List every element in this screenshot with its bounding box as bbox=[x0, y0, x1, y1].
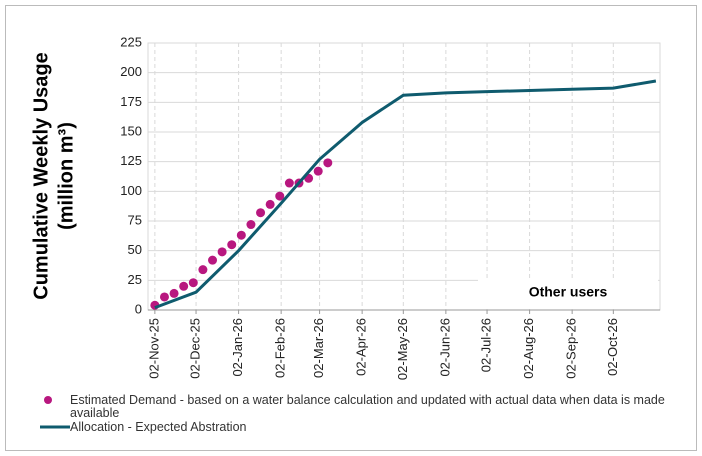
data-point bbox=[275, 191, 285, 201]
chart-border bbox=[5, 5, 697, 451]
data-point bbox=[323, 158, 333, 168]
data-point bbox=[265, 199, 275, 209]
legend-label: Allocation - Expected Abstration bbox=[70, 420, 247, 434]
data-point bbox=[313, 166, 323, 176]
x-tick-label: 02-Jan-26 bbox=[230, 318, 245, 377]
data-point bbox=[208, 255, 218, 265]
data-point bbox=[188, 278, 198, 288]
data-point bbox=[227, 240, 237, 250]
annotation: Other users bbox=[529, 284, 608, 300]
y-tick-label: 125 bbox=[120, 153, 142, 168]
legend-entry: Estimated Demand - based on a water bala… bbox=[40, 394, 690, 420]
data-point bbox=[169, 288, 179, 298]
legend-symbol bbox=[40, 425, 70, 429]
legend-symbol bbox=[44, 396, 52, 404]
data-point bbox=[256, 208, 266, 218]
legend-marker bbox=[44, 396, 52, 404]
annotation-box bbox=[478, 278, 658, 308]
x-tick-label: 02-Oct-26 bbox=[605, 318, 620, 376]
y-tick-label: 25 bbox=[128, 272, 142, 287]
y-axis-label: Cumulative Weekly Usage bbox=[30, 52, 52, 300]
data-line bbox=[154, 79, 657, 310]
y-tick-label: 225 bbox=[120, 34, 142, 49]
data-point bbox=[198, 265, 208, 275]
y-tick-label: 0 bbox=[135, 301, 142, 316]
x-tick-label: 02-Dec-25 bbox=[187, 318, 202, 379]
data-point bbox=[236, 230, 246, 240]
x-tick-label: 02-Sep-26 bbox=[564, 318, 579, 379]
x-tick-label: 02-Jun-26 bbox=[437, 318, 452, 377]
data-point bbox=[284, 178, 294, 188]
legend-entry: Allocation - Expected Abstration bbox=[40, 421, 690, 434]
x-tick-label: 02-Aug-26 bbox=[521, 318, 536, 379]
plot-area bbox=[147, 42, 661, 311]
x-tick-label: 02-Feb-26 bbox=[273, 318, 288, 378]
data-point bbox=[217, 247, 227, 257]
data-point bbox=[179, 281, 189, 291]
x-tick-label: 02-Nov-25 bbox=[146, 318, 161, 379]
y-tick-label: 75 bbox=[128, 212, 142, 227]
data-point bbox=[159, 292, 169, 302]
legend: Estimated Demand - based on a water bala… bbox=[40, 394, 690, 435]
x-tick-label: 02-Apr-26 bbox=[354, 318, 369, 376]
y-tick-label: 100 bbox=[120, 183, 142, 198]
x-tick-label: 02-May-26 bbox=[395, 318, 410, 380]
y-tick-label: 200 bbox=[120, 64, 142, 79]
data-point bbox=[246, 220, 256, 230]
y-tick-label: 150 bbox=[120, 123, 142, 138]
y-tick-label: 50 bbox=[128, 242, 142, 257]
x-tick-label: 02-Mar-26 bbox=[311, 318, 326, 378]
x-tick-label: 02-Jul-26 bbox=[478, 318, 493, 372]
y-tick-label: 175 bbox=[120, 94, 142, 109]
y-axis-label: (million m³) bbox=[55, 122, 77, 230]
legend-label: Estimated Demand - based on a water bala… bbox=[70, 393, 665, 420]
